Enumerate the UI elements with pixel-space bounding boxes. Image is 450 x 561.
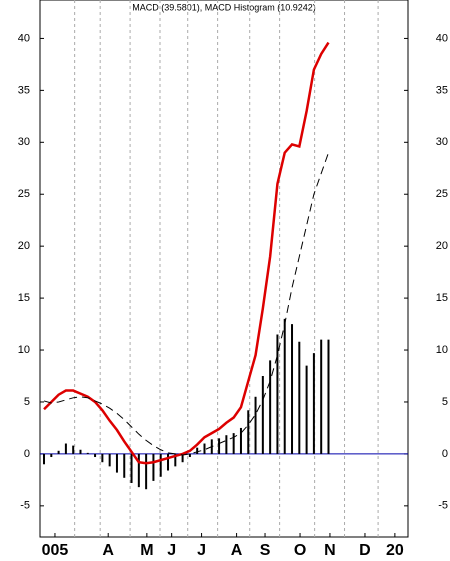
y-tick-label: 25 xyxy=(18,188,30,200)
x-tick-label: D xyxy=(359,542,371,559)
x-tick-label: J xyxy=(167,542,176,559)
y-tick-label: 40 xyxy=(18,32,30,44)
y-tick-label: 20 xyxy=(18,240,30,252)
chart-title: MACD (39.5801), MACD Histogram (10.9242) xyxy=(132,2,316,12)
x-tick-label: 20 xyxy=(386,542,404,559)
y-tick-label: 30 xyxy=(436,136,448,148)
macd-line xyxy=(43,41,330,465)
y-tick-label: 5 xyxy=(442,396,448,408)
y-tick-label: 35 xyxy=(436,84,448,96)
x-tick-label: J xyxy=(197,542,206,559)
y-tick-label: 5 xyxy=(24,396,30,408)
y-tick-label: -5 xyxy=(438,500,448,512)
y-tick-label: 10 xyxy=(18,344,30,356)
y-tick-label: 25 xyxy=(436,188,448,200)
x-tick-label: O xyxy=(294,542,306,559)
y-tick-label: 20 xyxy=(436,240,448,252)
y-tick-label: 30 xyxy=(18,136,30,148)
y-tick-label: 15 xyxy=(18,292,30,304)
y-tick-label: 0 xyxy=(442,448,448,460)
x-tick-label: S xyxy=(260,542,271,559)
plot-area xyxy=(39,0,409,538)
x-tick-label: A xyxy=(231,542,243,559)
y-tick-label: 15 xyxy=(436,292,448,304)
y-tick-label: -5 xyxy=(20,500,30,512)
y-tick-label: 10 xyxy=(436,344,448,356)
y-tick-label: 35 xyxy=(18,84,30,96)
x-tick-label: A xyxy=(102,542,114,559)
x-tick-label: N xyxy=(324,542,336,559)
x-tick-label: 005 xyxy=(42,542,69,559)
y-tick-label: 0 xyxy=(24,448,30,460)
signal-line xyxy=(43,152,329,456)
x-tick-label: M xyxy=(140,542,153,559)
y-tick-label: 40 xyxy=(436,32,448,44)
